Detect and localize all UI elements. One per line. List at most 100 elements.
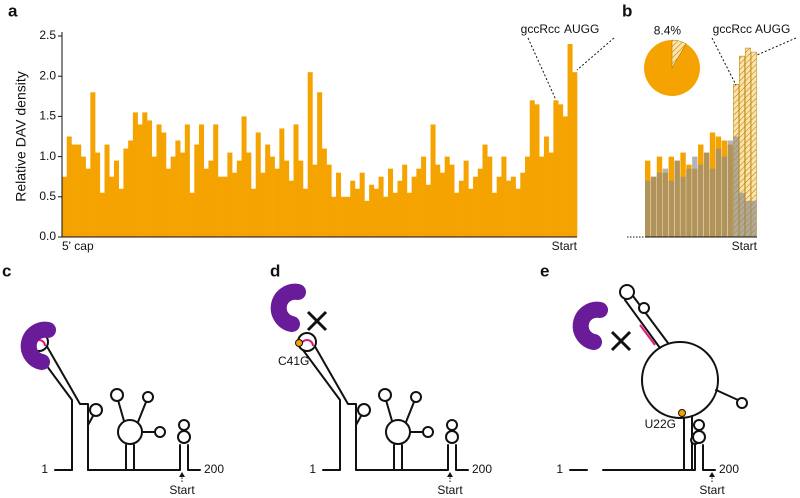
hairpin-loop xyxy=(692,430,706,444)
overlay-bar xyxy=(692,156,698,237)
bar xyxy=(548,152,554,237)
bar xyxy=(487,156,493,237)
bar xyxy=(246,152,252,237)
overlay-bar xyxy=(739,192,745,237)
bar xyxy=(482,144,488,237)
bar xyxy=(269,156,275,237)
bar xyxy=(293,124,299,237)
bar xyxy=(255,132,261,237)
bar xyxy=(90,92,96,237)
five-prime-label: 1 xyxy=(41,462,48,476)
large-loop xyxy=(641,341,719,419)
bar xyxy=(425,184,431,237)
annotation-line xyxy=(711,37,737,86)
rna-stem xyxy=(87,415,94,426)
bar xyxy=(265,144,271,237)
pie-label: 8.4% xyxy=(654,23,682,37)
y-tick-label: 0.5 xyxy=(39,189,56,203)
bar xyxy=(85,168,91,237)
bar xyxy=(109,176,115,237)
bar xyxy=(378,176,384,237)
bar xyxy=(232,172,238,237)
rna-stem xyxy=(355,415,362,426)
bar xyxy=(236,160,242,237)
three-prime-label: 200 xyxy=(472,462,492,476)
bar xyxy=(402,164,408,237)
three-prime-label: 200 xyxy=(204,462,224,476)
hairpin-loop xyxy=(410,391,422,403)
target-site xyxy=(639,324,656,346)
bar xyxy=(321,148,327,237)
y-tick-label: 2.0 xyxy=(39,68,56,82)
start-label: Start xyxy=(699,483,725,497)
bar xyxy=(222,176,228,237)
five-prime-label: 1 xyxy=(556,462,563,476)
rna-stem xyxy=(117,399,156,433)
block-cross xyxy=(306,310,328,332)
overlay-bar xyxy=(715,148,722,237)
hairpin-loop xyxy=(693,419,705,431)
annotation: AUGG xyxy=(564,22,599,36)
rna-stem xyxy=(385,399,424,433)
rna-stem xyxy=(302,342,357,471)
bar xyxy=(132,112,138,237)
overlay-bar xyxy=(668,180,674,237)
panel-label: e xyxy=(540,261,549,280)
bar xyxy=(411,176,417,237)
bar xyxy=(128,140,134,237)
bar xyxy=(388,168,394,237)
bar xyxy=(123,148,129,237)
bar xyxy=(189,192,195,237)
rna-stem xyxy=(125,444,135,471)
hairpin-loop xyxy=(177,430,191,444)
hairpin-loop xyxy=(110,388,124,402)
overlay-bar xyxy=(703,152,710,237)
bar xyxy=(373,188,379,237)
bar xyxy=(430,124,436,237)
hairpin-loop xyxy=(422,426,434,438)
bar xyxy=(217,176,223,237)
hairpin-loop xyxy=(154,426,166,438)
annotation: gccRcc xyxy=(713,22,752,36)
y-tick-label: 0.0 xyxy=(39,229,56,243)
bar xyxy=(520,172,526,237)
mutation-label: U22G xyxy=(645,417,676,431)
bar xyxy=(553,100,559,237)
bar xyxy=(76,144,82,237)
bar xyxy=(227,152,233,237)
bar xyxy=(312,164,318,237)
bar xyxy=(180,152,186,237)
bar xyxy=(298,160,304,237)
bar xyxy=(510,176,516,237)
bar xyxy=(156,124,162,237)
bar xyxy=(194,144,200,237)
bar xyxy=(118,188,124,237)
bar xyxy=(439,172,446,237)
bar xyxy=(199,124,205,237)
bar xyxy=(260,172,266,237)
rna-stem xyxy=(393,444,403,471)
panel-label: c xyxy=(2,261,11,280)
overlay-bar xyxy=(721,156,728,237)
bar xyxy=(359,172,365,237)
hairpin-loop xyxy=(736,397,748,409)
probe-clamp xyxy=(20,321,56,370)
bar xyxy=(340,196,346,237)
bar xyxy=(491,192,497,237)
bar xyxy=(416,168,422,237)
multibranch-loop xyxy=(117,419,143,445)
bar xyxy=(80,156,86,237)
rna-structure: c 1 200 Start xyxy=(2,261,224,497)
bar xyxy=(113,160,119,237)
overlay-bar xyxy=(650,176,657,237)
bar xyxy=(62,176,68,237)
start-label: Start xyxy=(437,483,463,497)
bar xyxy=(350,180,356,237)
start-arrowhead xyxy=(179,472,185,477)
bar xyxy=(241,116,247,237)
bar xyxy=(66,136,72,237)
hairpin-loop xyxy=(357,403,371,417)
start-label: Start xyxy=(169,483,195,497)
overlay-bar xyxy=(745,200,751,237)
